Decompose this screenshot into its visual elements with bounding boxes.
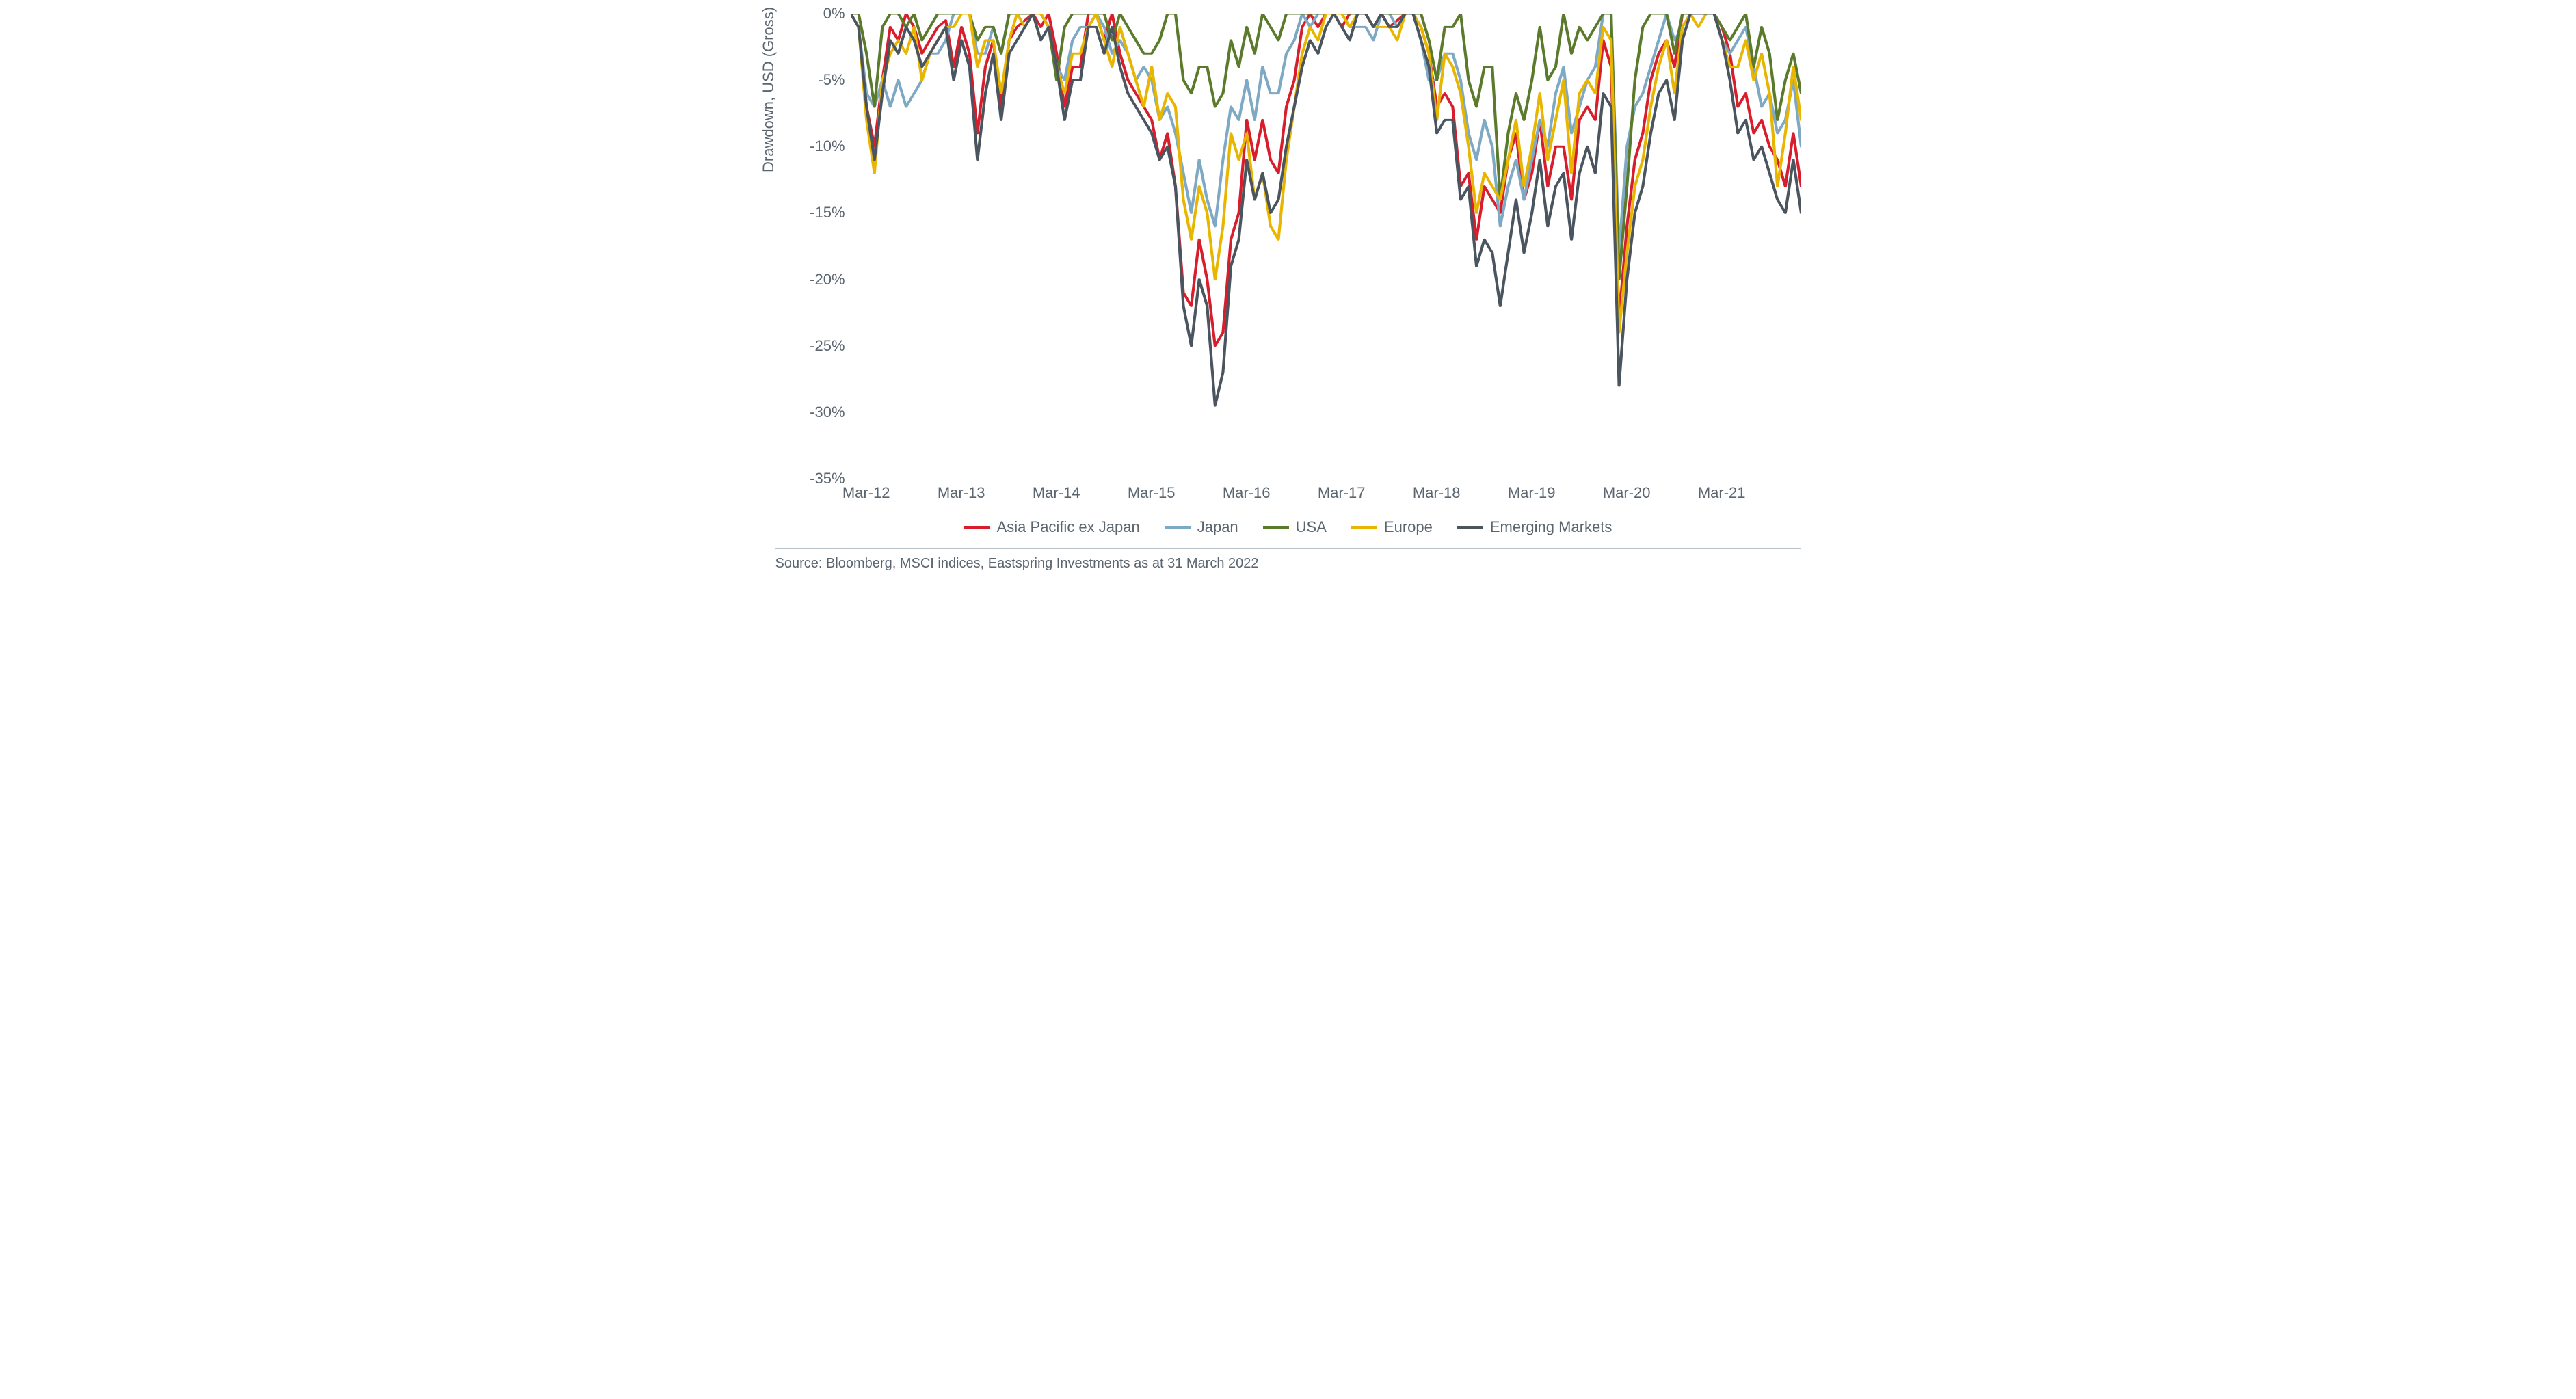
y-tick-label: -10% [804, 137, 845, 155]
y-tick-label: -5% [804, 71, 845, 89]
drawdown-chart: Drawdown, USD (Gross) 0%-5%-10%-15%-20%-… [775, 14, 1801, 572]
legend-swatch [964, 526, 990, 529]
x-axis: Mar-12Mar-13Mar-14Mar-15Mar-16Mar-17Mar-… [851, 484, 1801, 505]
x-tick-label: Mar-12 [842, 484, 890, 502]
legend-swatch [1263, 526, 1289, 529]
legend-item: USA [1263, 518, 1327, 536]
legend-label: Asia Pacific ex Japan [997, 518, 1140, 536]
y-tick-label: -15% [804, 204, 845, 222]
source-footer: Source: Bloomberg, MSCI indices, Eastspr… [775, 548, 1801, 572]
y-tick-label: -25% [804, 337, 845, 355]
legend-item: Japan [1165, 518, 1238, 536]
x-tick-label: Mar-21 [1698, 484, 1746, 502]
legend-label: USA [1296, 518, 1327, 536]
y-tick-label: 0% [804, 5, 845, 23]
legend-swatch [1457, 526, 1483, 529]
legend-item: Emerging Markets [1457, 518, 1612, 536]
legend-swatch [1165, 526, 1191, 529]
legend: Asia Pacific ex Japan Japan USA Europe Emerg… [775, 518, 1801, 536]
x-tick-label: Mar-13 [938, 484, 985, 502]
x-tick-label: Mar-18 [1413, 484, 1461, 502]
chart-area: Drawdown, USD (Gross) 0%-5%-10%-15%-20%-… [775, 14, 1801, 479]
x-tick-label: Mar-15 [1128, 484, 1176, 502]
y-axis: Drawdown, USD (Gross) 0%-5%-10%-15%-20%-… [775, 14, 851, 479]
x-tick-label: Mar-16 [1223, 484, 1271, 502]
y-tick-label: -35% [804, 470, 845, 488]
legend-swatch [1351, 526, 1377, 529]
y-tick-label: -30% [804, 403, 845, 421]
legend-label: Japan [1197, 518, 1238, 536]
legend-label: Europe [1384, 518, 1433, 536]
y-axis-label: Drawdown, USD (Gross) [760, 7, 778, 172]
x-tick-label: Mar-19 [1508, 484, 1556, 502]
legend-item: Europe [1351, 518, 1433, 536]
legend-label: Emerging Markets [1490, 518, 1612, 536]
y-tick-label: -20% [804, 271, 845, 289]
source-text: Source: Bloomberg, MSCI indices, Eastspr… [775, 556, 1801, 572]
x-tick-label: Mar-20 [1603, 484, 1651, 502]
chart-svg [851, 14, 1801, 479]
plot-region [851, 14, 1801, 479]
x-tick-label: Mar-14 [1033, 484, 1080, 502]
x-tick-label: Mar-17 [1318, 484, 1366, 502]
legend-item: Asia Pacific ex Japan [964, 518, 1140, 536]
